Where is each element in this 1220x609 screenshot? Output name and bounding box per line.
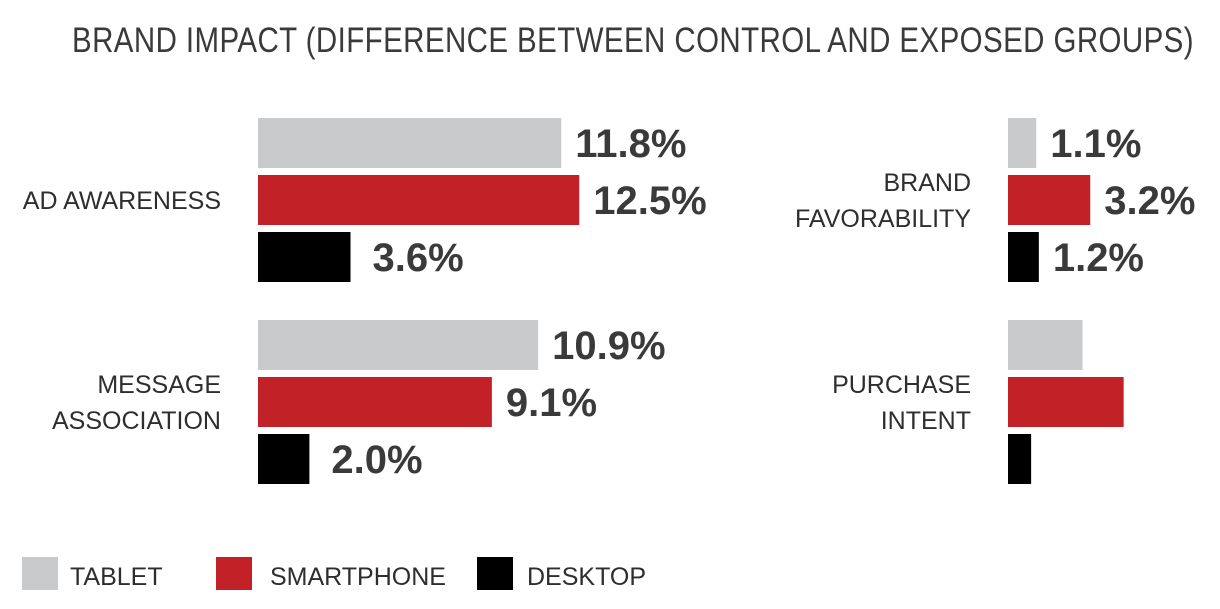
legend-label-tablet: TABLET	[70, 563, 163, 591]
bar-smartphone	[258, 175, 580, 225]
legend-label-smartphone: SMARTPHONE	[270, 563, 446, 591]
category-label: MESSAGE	[97, 371, 221, 399]
legend-label-desktop: DESKTOP	[527, 563, 646, 591]
bar-tablet	[258, 320, 539, 370]
category-label: ASSOCIATION	[52, 407, 221, 435]
legend-swatch-smartphone	[216, 557, 252, 590]
value-label: 1.2%	[1053, 236, 1144, 280]
category-label: BRAND	[883, 169, 971, 197]
bar-tablet	[1008, 118, 1037, 168]
category-label: AD AWARENESS	[23, 187, 221, 215]
legend-swatch-tablet	[22, 557, 58, 590]
value-label: 11.8%	[575, 122, 686, 166]
value-label: 2.0%	[331, 438, 422, 482]
category-label: INTENT	[881, 407, 971, 435]
bar-desktop	[258, 434, 310, 484]
bar-smartphone	[1008, 175, 1091, 225]
chart-title: BRAND IMPACT (DIFFERENCE BETWEEN CONTROL…	[72, 21, 1194, 60]
value-label: 10.9%	[552, 324, 665, 368]
legend-swatch-desktop	[477, 557, 513, 590]
category-label: FAVORABILITY	[795, 205, 971, 233]
bar-tablet	[258, 118, 562, 168]
bar-tablet	[1008, 320, 1083, 370]
bar-desktop	[258, 232, 351, 282]
bar-desktop	[1008, 232, 1039, 282]
bar-smartphone	[1008, 377, 1124, 427]
value-label: 9.1%	[506, 381, 597, 425]
value-label: 12.5%	[593, 179, 706, 223]
value-label: 3.2%	[1104, 179, 1195, 223]
value-label: 1.1%	[1050, 122, 1141, 166]
bar-desktop	[1008, 434, 1032, 484]
category-label: PURCHASE	[832, 371, 971, 399]
bar-smartphone	[258, 377, 492, 427]
value-label: 3.6%	[373, 236, 464, 280]
